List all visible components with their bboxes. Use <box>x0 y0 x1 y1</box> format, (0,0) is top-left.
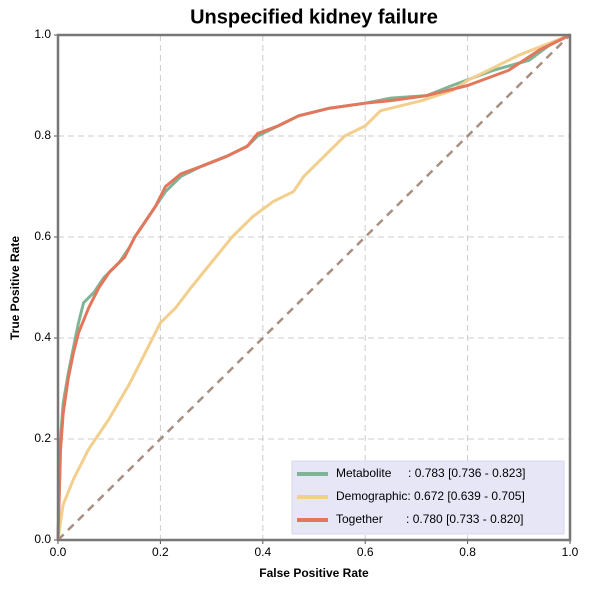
y-tick-label: 0.4 <box>34 330 51 344</box>
roc-curve <box>56 33 571 541</box>
legend-box <box>291 460 565 535</box>
y-tick-label: 0.0 <box>34 532 51 546</box>
y-tick-label: 0.8 <box>34 128 51 142</box>
roc-curve <box>56 33 571 541</box>
legend-label: Together : 0.780 [0.733 - 0.820] <box>336 512 523 526</box>
x-tick-label: 0.6 <box>357 545 374 559</box>
plot-frame <box>56 33 572 542</box>
x-tick-label: 1.0 <box>562 545 579 559</box>
chance-line <box>57 34 571 541</box>
legend: Metabolite : 0.783 [0.736 - 0.823] Demogr… <box>291 460 565 535</box>
x-tick-label: 0.2 <box>152 545 169 559</box>
x-tick-label: 0.0 <box>50 545 67 559</box>
chart-title: Unspecified kidney failure <box>190 6 438 28</box>
y-tick-label: 0.6 <box>34 229 51 243</box>
x-axis-label: False Positive Rate <box>259 566 369 580</box>
x-tick-label: 0.8 <box>459 545 476 559</box>
legend-label: Demographic: 0.672 [0.639 - 0.705] <box>336 489 525 503</box>
y-tick-label: 0.2 <box>34 431 51 445</box>
legend-label: Metabolite : 0.783 [0.736 - 0.823] <box>336 466 525 480</box>
y-axis-label: True Positive Rate <box>8 236 22 340</box>
y-tick-label: 1.0 <box>34 27 51 41</box>
x-tick-label: 0.4 <box>254 545 271 559</box>
